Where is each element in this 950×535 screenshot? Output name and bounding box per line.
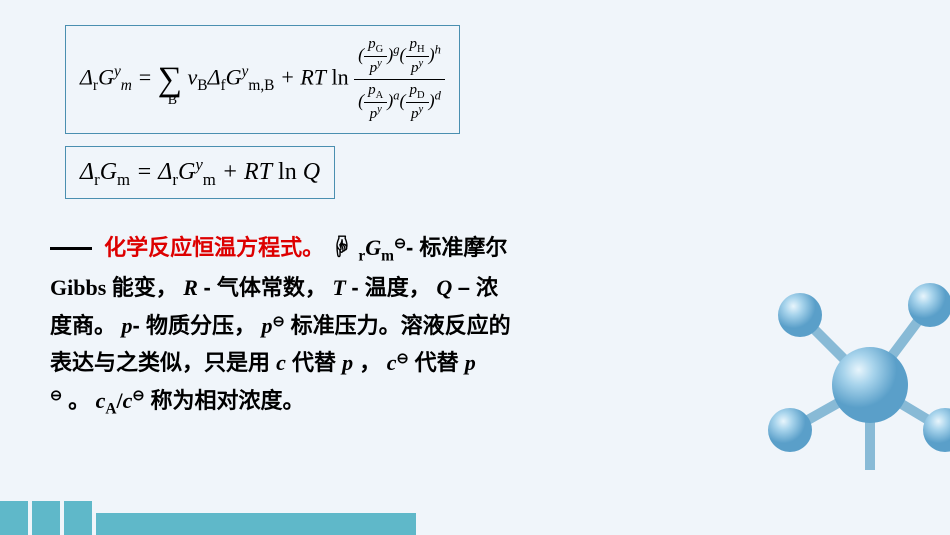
sub-A: A xyxy=(376,90,384,101)
p2: p xyxy=(256,313,273,338)
l4c: ， xyxy=(353,350,381,375)
l4a: 表达与之类似，只是用 xyxy=(50,350,276,375)
eq1-deltaf: Δ xyxy=(208,65,221,90)
eq1-equals: = xyxy=(137,65,157,90)
pA: p xyxy=(368,82,376,98)
l5b: 称为相对浓度。 xyxy=(144,388,304,413)
exp-h: h xyxy=(435,43,441,57)
eq2-sub-m: m xyxy=(117,170,130,189)
Q: Q xyxy=(431,275,458,300)
equation-box-1: ΔrGym = ∑B νBΔfGym,B + RT ln (pGpy)g(pHp… xyxy=(65,25,460,134)
l2c: - 温度， xyxy=(351,275,430,300)
eq2-sub-m2: m xyxy=(203,170,216,189)
exp-g: g xyxy=(393,43,399,57)
red-text: 化学反应恒温方程式。 xyxy=(104,235,324,260)
hand-icon: ☟ xyxy=(330,235,358,260)
p-sub-m: m xyxy=(381,247,394,264)
bar-3 xyxy=(64,501,92,535)
footer-decoration xyxy=(0,501,416,535)
c4: c xyxy=(123,388,133,413)
R: R xyxy=(178,275,204,300)
eq1-RT: RT xyxy=(300,65,326,90)
std3: ⊖ xyxy=(397,351,409,367)
pD: p xyxy=(410,82,418,98)
bar-2 xyxy=(32,501,60,535)
equation-box-2: ΔrGm = ΔrGym + RT ln Q xyxy=(65,146,335,199)
eq2-G: G xyxy=(100,159,117,185)
sub-G: G xyxy=(376,44,384,55)
std5: ⊖ xyxy=(132,388,144,404)
eq2-RT: RT xyxy=(244,159,272,185)
eq1-sub-mB: m,B xyxy=(248,77,274,94)
eq1-ln: ln xyxy=(326,65,349,90)
c1: c xyxy=(276,350,286,375)
l4d: 代替 xyxy=(409,350,465,375)
pH: p xyxy=(410,36,418,52)
eq2-delta: Δ xyxy=(80,159,94,185)
eq1-sub-m: m xyxy=(121,77,132,94)
pG: p xyxy=(368,36,376,52)
eq2-Q: Q xyxy=(303,159,320,185)
eq2-G2: G xyxy=(178,159,195,185)
c2: c xyxy=(381,350,396,375)
supy2: y xyxy=(418,58,423,69)
l4b: 代替 xyxy=(286,350,342,375)
eq2-sup-y: y xyxy=(195,155,202,174)
T: T xyxy=(327,275,351,300)
l3a: 度商。 xyxy=(50,313,116,338)
py3: p xyxy=(370,106,378,122)
sigma-sub: B xyxy=(168,93,177,109)
eq1-delta: Δ xyxy=(80,65,93,90)
p4: p xyxy=(465,350,476,375)
eq1-nu: ν xyxy=(188,65,198,90)
sigma-symbol: ∑B xyxy=(158,61,182,99)
sub-D: D xyxy=(417,90,425,101)
std1: ⊖ xyxy=(394,236,406,252)
eq1-sup-y: y xyxy=(114,63,121,80)
p1: p xyxy=(116,313,133,338)
subA: A xyxy=(105,400,116,417)
eq1-nu-sub: B xyxy=(197,77,207,94)
eq1-G: G xyxy=(98,65,114,90)
l5a: 。 xyxy=(62,388,90,413)
l3c: 标准压力。溶液反应的 xyxy=(284,313,510,338)
molecule-icon xyxy=(750,255,950,475)
eq1-plus: + xyxy=(280,65,300,90)
bar-1 xyxy=(0,501,28,535)
exp-a: a xyxy=(393,89,399,103)
l2b: - 气体常数， xyxy=(203,275,326,300)
supy4: y xyxy=(418,104,423,115)
eq2-eq: = Δ xyxy=(136,159,172,185)
l2d: – 浓 xyxy=(458,275,498,300)
std4: ⊖ xyxy=(50,388,62,404)
supy1: y xyxy=(377,58,382,69)
p-G: G xyxy=(365,235,381,260)
dash-icon xyxy=(50,247,92,250)
eq1-GmB: G xyxy=(226,65,242,90)
p3: p xyxy=(342,350,353,375)
exp-d: d xyxy=(435,89,441,103)
main-fraction: (pGpy)g(pHpy)h (pApy)a(pDpy)d xyxy=(354,34,445,125)
gibbs: Gibbs 能变， xyxy=(50,275,178,300)
eq2-plus: + xyxy=(222,159,244,185)
t1-rest: - 标准摩尔 xyxy=(406,235,507,260)
c3: c xyxy=(90,388,105,413)
l3b: - 物质分压， xyxy=(133,313,256,338)
bar-4 xyxy=(96,513,416,535)
std2: ⊖ xyxy=(272,314,284,330)
sub-H: H xyxy=(417,44,425,55)
eq2-ln: ln xyxy=(272,159,297,185)
supy3: y xyxy=(377,104,382,115)
py1: p xyxy=(370,60,378,76)
